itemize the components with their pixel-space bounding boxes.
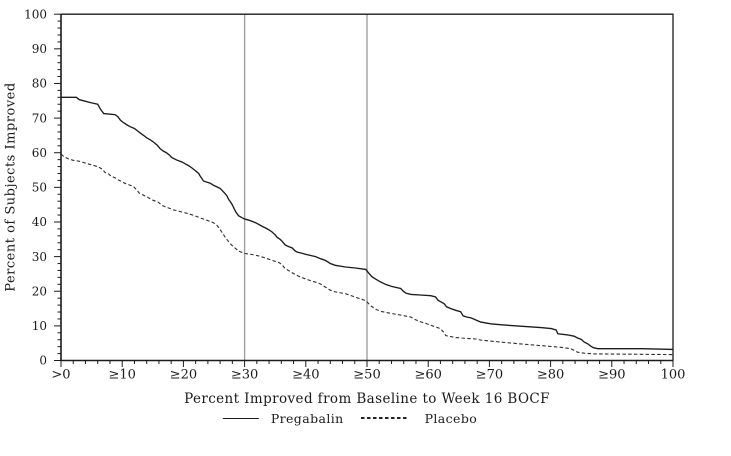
y-tick-label: 40 (32, 215, 47, 229)
y-tick-label: 10 (32, 319, 47, 333)
x-tick-label: ≥30 (231, 368, 258, 383)
x-tick-label: ≥70 (476, 368, 503, 383)
y-axis: 0 10 20 30 40 50 60 70 80 90 100 (24, 7, 61, 368)
y-axis-title: Percent of Subjects Improved (3, 82, 19, 292)
x-tick-label: ≥10 (108, 368, 135, 383)
x-tick-label: ≥80 (537, 368, 564, 383)
x-tick-label: ≥40 (292, 368, 319, 383)
y-tick-label: 100 (24, 7, 47, 21)
placebo-line (60, 153, 674, 356)
legend: Pregabalin Placebo (222, 410, 478, 426)
x-tick-label: 100 (661, 368, 686, 383)
x-tick-label: ≥20 (170, 368, 197, 383)
x-axis-title: Percent Improved from Baseline to Week 1… (184, 391, 550, 407)
legend-label-pregabalin: Pregabalin (270, 410, 344, 426)
y-tick-label: 0 (39, 354, 47, 368)
x-tick-label: ≥50 (353, 368, 380, 383)
legend-label-placebo: Placebo (424, 410, 478, 426)
y-tick-label: 90 (32, 42, 47, 56)
x-tick-label: >0 (51, 368, 70, 383)
y-tick-label: 20 (32, 284, 47, 298)
placebo-line-sample (360, 417, 407, 419)
y-tick-label: 50 (32, 181, 47, 195)
y-tick-label: 60 (32, 146, 47, 160)
y-tick-label: 30 (32, 250, 47, 264)
x-tick-label: ≥90 (598, 368, 625, 383)
pregabalin-line (61, 96, 674, 351)
y-tick-label: 80 (32, 77, 47, 91)
y-tick-label: 70 (32, 111, 47, 125)
x-tick-label: ≥60 (414, 368, 441, 383)
x-axis: >0 ≥10 ≥20 ≥30 ≥40 ≥50 ≥60 ≥70 ≥80 ≥90 100 (51, 360, 686, 383)
pregabalin-line-sample (222, 417, 259, 419)
reference-lines (243, 14, 368, 361)
